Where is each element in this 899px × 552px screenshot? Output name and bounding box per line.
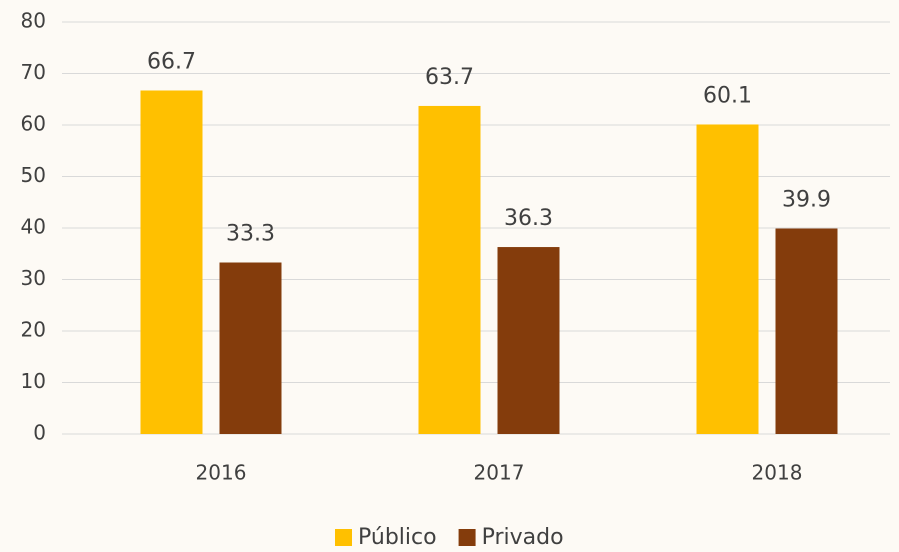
x-tick-label: 2017 [474,461,525,485]
y-tick-label: 60 [21,112,46,136]
value-label: 33.3 [226,222,275,247]
legend-label: Privado [482,525,564,550]
bar [220,263,282,434]
legend-swatch [459,529,476,546]
value-label: 66.7 [147,49,196,74]
value-label: 39.9 [782,188,831,213]
value-label: 60.1 [703,83,752,108]
x-tick-label: 2018 [752,461,803,485]
chart: 0 10 20 30 40 50 60 70 80 2016 66.7 33.3 2017 63.7 36.… [0,0,899,552]
y-tick-label: 50 [21,163,46,187]
bar [697,124,759,434]
bar [141,90,203,434]
bar [419,106,481,434]
y-tick-label: 10 [21,369,46,393]
legend-swatch [335,529,352,546]
y-tick-label: 20 [21,318,46,342]
legend-label: Público [358,525,437,550]
y-tick-label: 30 [21,266,46,290]
bar [498,247,560,434]
y-tick-label: 40 [21,215,46,239]
y-tick-label: 0 [33,421,46,445]
value-label: 63.7 [425,65,474,90]
y-tick-label: 80 [21,9,46,33]
bar [776,229,838,434]
y-tick-label: 70 [21,60,46,84]
x-tick-label: 2016 [196,461,247,485]
value-label: 36.3 [504,206,553,231]
